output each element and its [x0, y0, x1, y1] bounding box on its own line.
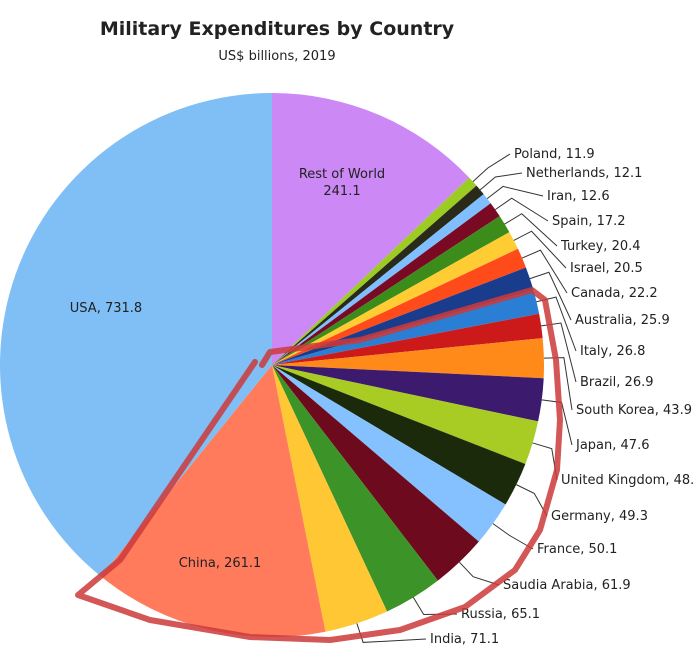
- label-saudia-arabia: Saudia Arabia, 61.9: [503, 578, 631, 593]
- label-rest-of-world: Rest of World: [299, 167, 385, 182]
- slice-china: [100, 365, 326, 637]
- leader-south-korea: [543, 357, 573, 411]
- leader-iran: [486, 185, 544, 200]
- slice-netherlands: [272, 185, 484, 365]
- slice-brazil: [272, 313, 543, 365]
- label-australia: Australia, 25.9: [575, 313, 670, 328]
- label-israel: Israel, 20.5: [570, 261, 643, 276]
- slice-japan: [272, 365, 544, 422]
- label-usa: USA, 731.8: [70, 301, 142, 316]
- label-france: France, 50.1: [537, 542, 617, 557]
- slice-united-kingdom: [272, 365, 539, 464]
- slice-south-korea: [272, 338, 544, 379]
- label-germany: Germany, 49.3: [551, 509, 648, 524]
- leader-lines: [356, 153, 577, 643]
- slice-iran: [272, 194, 491, 365]
- slice-france: [272, 365, 506, 542]
- chart-title: Military Expenditures by Country: [100, 18, 455, 40]
- slice-russia: [272, 365, 438, 612]
- leader-australia: [529, 271, 572, 321]
- slice-usa: [0, 93, 272, 577]
- slice-rest-of-world: [272, 93, 470, 365]
- leader-poland: [472, 153, 511, 182]
- label-turkey: Turkey, 20.4: [560, 239, 641, 254]
- label-rest-of-world-value: 241.1: [323, 184, 360, 199]
- slice-israel: [272, 232, 518, 365]
- leader-france: [492, 523, 534, 550]
- label-italy: Italy, 26.8: [580, 344, 645, 359]
- highlight-outline: [75, 287, 563, 643]
- leader-saudia-arabia: [459, 561, 500, 586]
- label-spain: Spain, 17.2: [552, 214, 626, 229]
- leader-germany: [516, 484, 548, 517]
- label-poland: Poland, 11.9: [514, 147, 595, 162]
- leader-canada: [521, 249, 568, 294]
- label-canada: Canada, 22.2: [571, 286, 658, 301]
- label-russia: Russia, 65.1: [461, 607, 540, 622]
- leader-india: [356, 623, 427, 643]
- label-japan: Japan, 47.6: [575, 438, 649, 453]
- label-netherlands: Netherlands, 12.1: [526, 166, 642, 181]
- chart-subtitle: US$ billions, 2019: [218, 49, 335, 64]
- slice-spain: [272, 203, 500, 365]
- label-india: India, 71.1: [430, 632, 499, 647]
- label-iran: Iran, 12.6: [547, 189, 610, 204]
- label-united-kingdom: United Kingdom, 48.: [561, 473, 694, 488]
- leader-netherlands: [479, 172, 523, 191]
- slice-labels: Rest of World 241.1 China, 261.1 USA, 731.8…: [70, 147, 694, 647]
- label-china: China, 261.1: [179, 556, 262, 571]
- slice-germany: [272, 365, 526, 505]
- leader-spain: [494, 197, 549, 222]
- leader-turkey: [504, 213, 558, 247]
- slice-canada: [272, 248, 526, 365]
- label-brazil: Brazil, 26.9: [580, 375, 654, 390]
- pie-slices: [0, 93, 544, 637]
- slice-saudia-arabia: [272, 365, 479, 581]
- label-south-korea: South Korea, 43.9: [576, 403, 692, 418]
- slice-turkey: [272, 216, 510, 365]
- leader-israel: [513, 230, 567, 269]
- slice-poland: [272, 177, 477, 365]
- slice-india: [272, 365, 388, 632]
